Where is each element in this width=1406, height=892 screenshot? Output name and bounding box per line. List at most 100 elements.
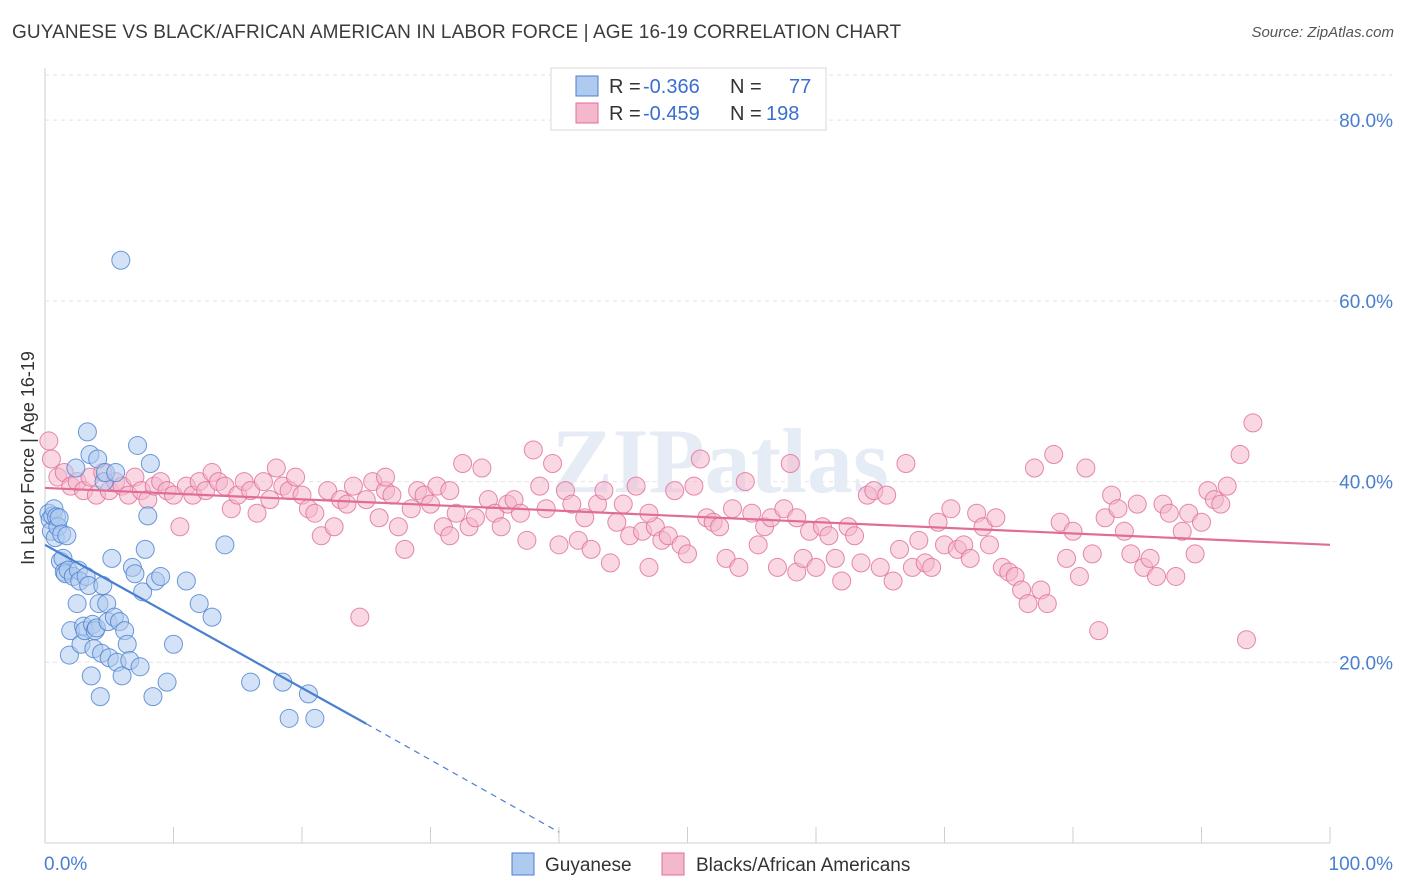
data-point bbox=[1037, 594, 1057, 614]
data-point bbox=[266, 458, 286, 478]
data-point bbox=[176, 571, 196, 591]
data-point bbox=[1121, 544, 1141, 564]
y-axis-label: In Labor Force | Age 16-19 bbox=[18, 351, 38, 565]
legend-r-label: R = bbox=[609, 76, 641, 98]
data-point bbox=[440, 481, 460, 501]
data-point bbox=[877, 485, 897, 505]
data-point bbox=[57, 526, 77, 546]
data-point bbox=[446, 503, 466, 523]
legend-r-value: -0.459 bbox=[643, 103, 700, 125]
data-point bbox=[388, 517, 408, 537]
data-point bbox=[130, 657, 150, 677]
bottom-legend-label: Blacks/African Americans bbox=[696, 855, 910, 876]
series-blacks-african-americans bbox=[39, 413, 1263, 650]
data-point bbox=[767, 557, 787, 577]
data-point bbox=[202, 607, 222, 627]
data-point bbox=[337, 494, 357, 514]
data-point bbox=[678, 544, 697, 564]
data-point bbox=[973, 517, 993, 537]
data-point bbox=[761, 508, 781, 528]
data-point bbox=[1243, 413, 1263, 433]
data-point bbox=[806, 557, 826, 577]
data-point bbox=[523, 440, 543, 460]
legend-n-value: 198 bbox=[766, 103, 799, 125]
trend-lines bbox=[44, 486, 1331, 833]
data-point bbox=[510, 503, 530, 523]
data-point bbox=[1217, 476, 1237, 496]
bottom-legend-swatch-blacks bbox=[661, 852, 685, 876]
y-tick-label: 40.0% bbox=[1339, 473, 1393, 494]
data-point bbox=[1108, 499, 1128, 519]
data-point bbox=[135, 539, 155, 559]
data-point bbox=[376, 467, 396, 487]
data-point bbox=[1095, 508, 1115, 528]
data-point bbox=[1236, 630, 1256, 650]
data-point bbox=[780, 454, 800, 474]
data-point bbox=[684, 476, 704, 496]
data-point bbox=[543, 454, 563, 474]
bottom-legend-swatch-guyanese bbox=[511, 852, 535, 876]
chart-title: GUYANESE VS BLACK/AFRICAN AMERICAN IN LA… bbox=[12, 22, 902, 43]
data-point bbox=[626, 476, 646, 496]
data-point bbox=[39, 431, 59, 451]
data-point bbox=[690, 449, 710, 469]
trend-line-blacks bbox=[44, 486, 1331, 546]
data-point bbox=[472, 458, 492, 478]
data-point bbox=[491, 517, 511, 537]
data-point bbox=[658, 526, 678, 546]
data-point bbox=[1147, 566, 1167, 586]
data-point bbox=[440, 526, 460, 546]
data-point bbox=[665, 481, 685, 501]
data-point bbox=[774, 499, 794, 519]
data-point bbox=[1076, 458, 1096, 478]
legend-r-value: -0.366 bbox=[643, 76, 700, 98]
data-point bbox=[979, 535, 999, 555]
data-point bbox=[465, 508, 485, 528]
data-point bbox=[215, 535, 235, 555]
data-point bbox=[305, 503, 325, 523]
data-point bbox=[517, 530, 537, 550]
data-point bbox=[787, 508, 807, 528]
data-point bbox=[960, 548, 980, 568]
data-point bbox=[143, 687, 163, 707]
data-point bbox=[1050, 512, 1070, 532]
legend-swatch-blacks bbox=[575, 102, 599, 124]
data-point bbox=[311, 526, 331, 546]
data-point bbox=[324, 517, 344, 537]
data-point bbox=[1140, 548, 1160, 568]
data-point bbox=[350, 607, 370, 627]
data-point bbox=[279, 708, 299, 728]
data-point bbox=[729, 557, 749, 577]
trend-line-guyanese-extension bbox=[365, 723, 560, 833]
data-point bbox=[356, 490, 376, 510]
data-point bbox=[896, 454, 916, 474]
data-point bbox=[832, 571, 852, 591]
data-point bbox=[1082, 544, 1102, 564]
data-point bbox=[151, 566, 171, 586]
data-point bbox=[305, 708, 325, 728]
x-tick-label: 0.0% bbox=[44, 854, 87, 875]
data-point bbox=[247, 503, 267, 523]
data-point bbox=[922, 557, 942, 577]
data-point bbox=[581, 539, 601, 559]
stats-legend: R = -0.366 N = 77 R = -0.459 N = 198 bbox=[550, 67, 827, 131]
data-point bbox=[382, 485, 402, 505]
data-point bbox=[536, 499, 556, 519]
data-point bbox=[613, 494, 633, 514]
data-point bbox=[748, 535, 768, 555]
data-point bbox=[1185, 544, 1205, 564]
data-point bbox=[343, 476, 363, 496]
data-point bbox=[825, 548, 845, 568]
data-point bbox=[1159, 503, 1179, 523]
data-point bbox=[562, 494, 582, 514]
data-point bbox=[260, 490, 280, 510]
data-point bbox=[986, 508, 1006, 528]
data-point bbox=[716, 548, 736, 568]
data-point bbox=[1018, 594, 1038, 614]
data-point bbox=[851, 553, 871, 573]
legend-n-value: 77 bbox=[789, 76, 811, 98]
data-point bbox=[90, 687, 110, 707]
data-point bbox=[793, 548, 813, 568]
data-point bbox=[742, 503, 762, 523]
data-point bbox=[890, 539, 910, 559]
